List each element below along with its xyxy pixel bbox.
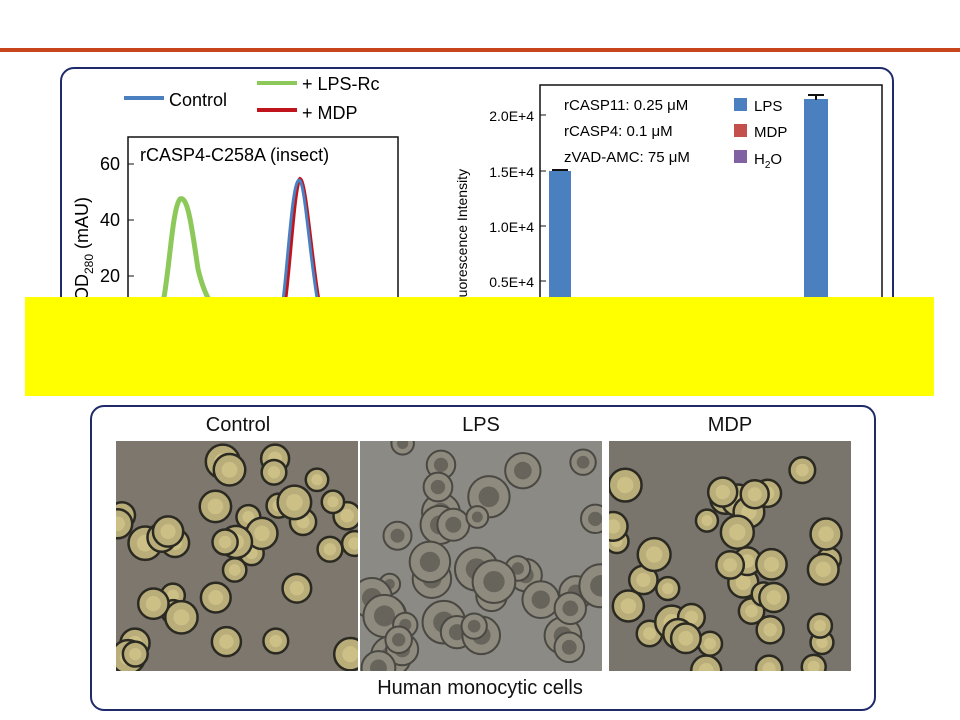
ytick-1e4: 1.0E+4 xyxy=(489,219,534,235)
legend-label-lps: + LPS-Rc xyxy=(302,74,380,94)
ytick-1-5e4: 1.5E+4 xyxy=(489,164,534,180)
chromatogram-yticks: 60 40 20 xyxy=(100,154,134,286)
chromatogram-ylabel: OD280 (mAU) xyxy=(72,197,96,301)
legend-swatch-h2o xyxy=(734,150,747,163)
chromatogram-frame xyxy=(127,136,399,365)
ytick-0-5e4: 0.5E+4 xyxy=(489,274,534,290)
micrograph-control xyxy=(116,441,358,671)
cell-caption: Human monocytic cells xyxy=(377,677,583,699)
fluorescence-legend: LPS MDP H2O xyxy=(734,98,787,171)
micrograph-lps xyxy=(360,441,602,671)
fluorescence-frame xyxy=(539,84,883,365)
cell-title-control: Control xyxy=(205,414,271,436)
ytick-20: 20 xyxy=(100,266,120,286)
fluorescence-ylabel: Fluorescence Intensity xyxy=(454,169,470,309)
legend-text-lps: LPS xyxy=(754,98,782,115)
charts-svg: Control + LPS-Rc + MDP rCASP4-C258A (ins… xyxy=(72,74,883,365)
cell-title-mdp: MDP xyxy=(707,414,753,436)
legend-swatch-lps xyxy=(734,98,747,111)
annotation-zvad: zVAD-AMC: 75 μM xyxy=(564,149,690,166)
micrograph-mdp xyxy=(609,441,851,671)
legend-text-h2o: H2O xyxy=(754,151,782,171)
cell-title-lps: LPS xyxy=(462,414,500,436)
chromatogram-legend: Control + LPS-Rc + MDP xyxy=(124,74,380,123)
legend-label-mdp: + MDP xyxy=(302,103,358,123)
annotation-rcasp11: rCASP11: 0.25 μM xyxy=(564,97,688,114)
annotation-rcasp4: rCASP4: 0.1 μM xyxy=(564,123,673,140)
chromatogram-title: rCASP4-C258A (insect) xyxy=(140,145,329,165)
fluorescence-yticks: 2.0E+4 1.5E+4 1.0E+4 0.5E+4 xyxy=(489,108,546,290)
yellow-highlight-band xyxy=(25,297,934,396)
ytick-60: 60 xyxy=(100,154,120,174)
legend-text-mdp: MDP xyxy=(754,124,787,141)
legend-swatch-mdp xyxy=(734,124,747,137)
curve-lps-rc xyxy=(159,196,217,311)
legend-label-control: Control xyxy=(169,90,227,110)
ytick-2e4: 2.0E+4 xyxy=(489,108,534,124)
title-rule xyxy=(0,48,960,52)
ytick-40: 40 xyxy=(100,210,120,230)
curve-control xyxy=(280,178,321,310)
